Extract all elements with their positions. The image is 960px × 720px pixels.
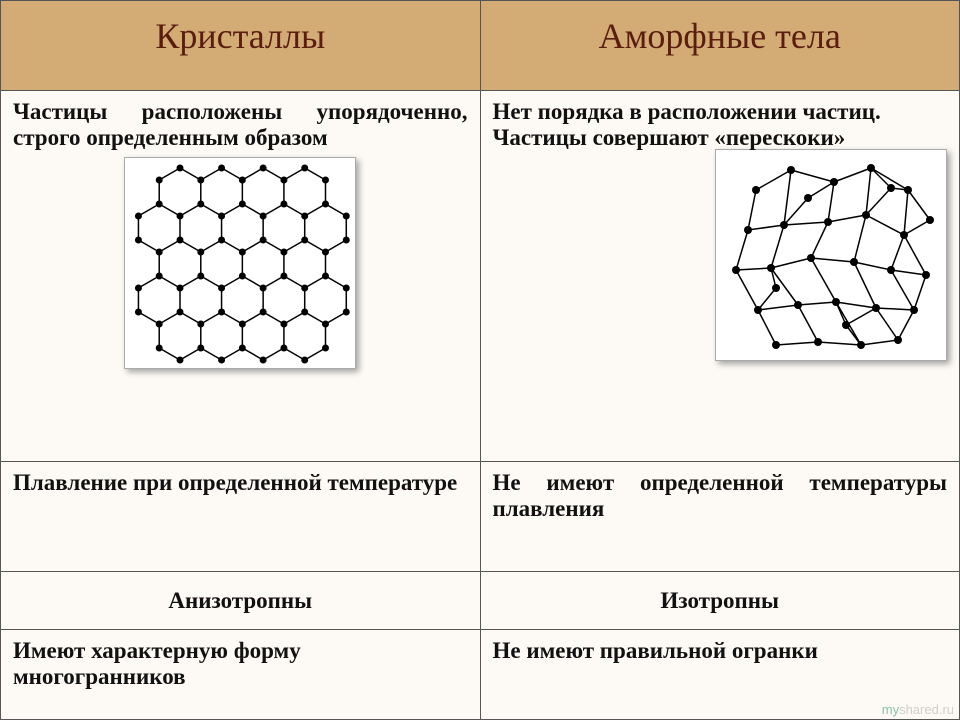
watermark: mymyshared.rushared.ru [882, 702, 954, 717]
row-shape: Имеют характерную форму многогранников Н… [1, 630, 960, 720]
amorphous-structure-text: Нет порядка в расположении частиц. Части… [493, 99, 881, 150]
crystals-structure-text: Частицы расположены упорядоченно, строго… [13, 99, 468, 151]
cell-isotropic: Изотропны [480, 572, 960, 630]
cell-amorphous-melting: Не имеют определенной температуры плавле… [480, 462, 960, 572]
cell-crystals-structure: Частицы расположены упорядоченно, строго… [1, 90, 481, 461]
header-amorphous: Аморфные тела [480, 1, 960, 91]
disordered-lattice-diagram [715, 149, 947, 361]
comparison-table: Кристаллы Аморфные тела Частицы располож… [0, 0, 960, 720]
table-header: Кристаллы Аморфные тела [1, 1, 960, 91]
cell-amorphous-structure: Нет порядка в расположении частиц. Части… [480, 90, 960, 461]
cell-crystals-melting: Плавление при определенной температуре [1, 462, 481, 572]
cell-crystals-shape: Имеют характерную форму многогранников [1, 630, 481, 720]
row-melting: Плавление при определенной температуре Н… [1, 462, 960, 572]
cell-anisotropic: Анизотропны [1, 572, 481, 630]
ordered-lattice-diagram [124, 157, 356, 369]
header-crystals: Кристаллы [1, 1, 481, 91]
row-structure: Частицы расположены упорядоченно, строго… [1, 90, 960, 461]
row-anisotropy: Анизотропны Изотропны [1, 572, 960, 630]
